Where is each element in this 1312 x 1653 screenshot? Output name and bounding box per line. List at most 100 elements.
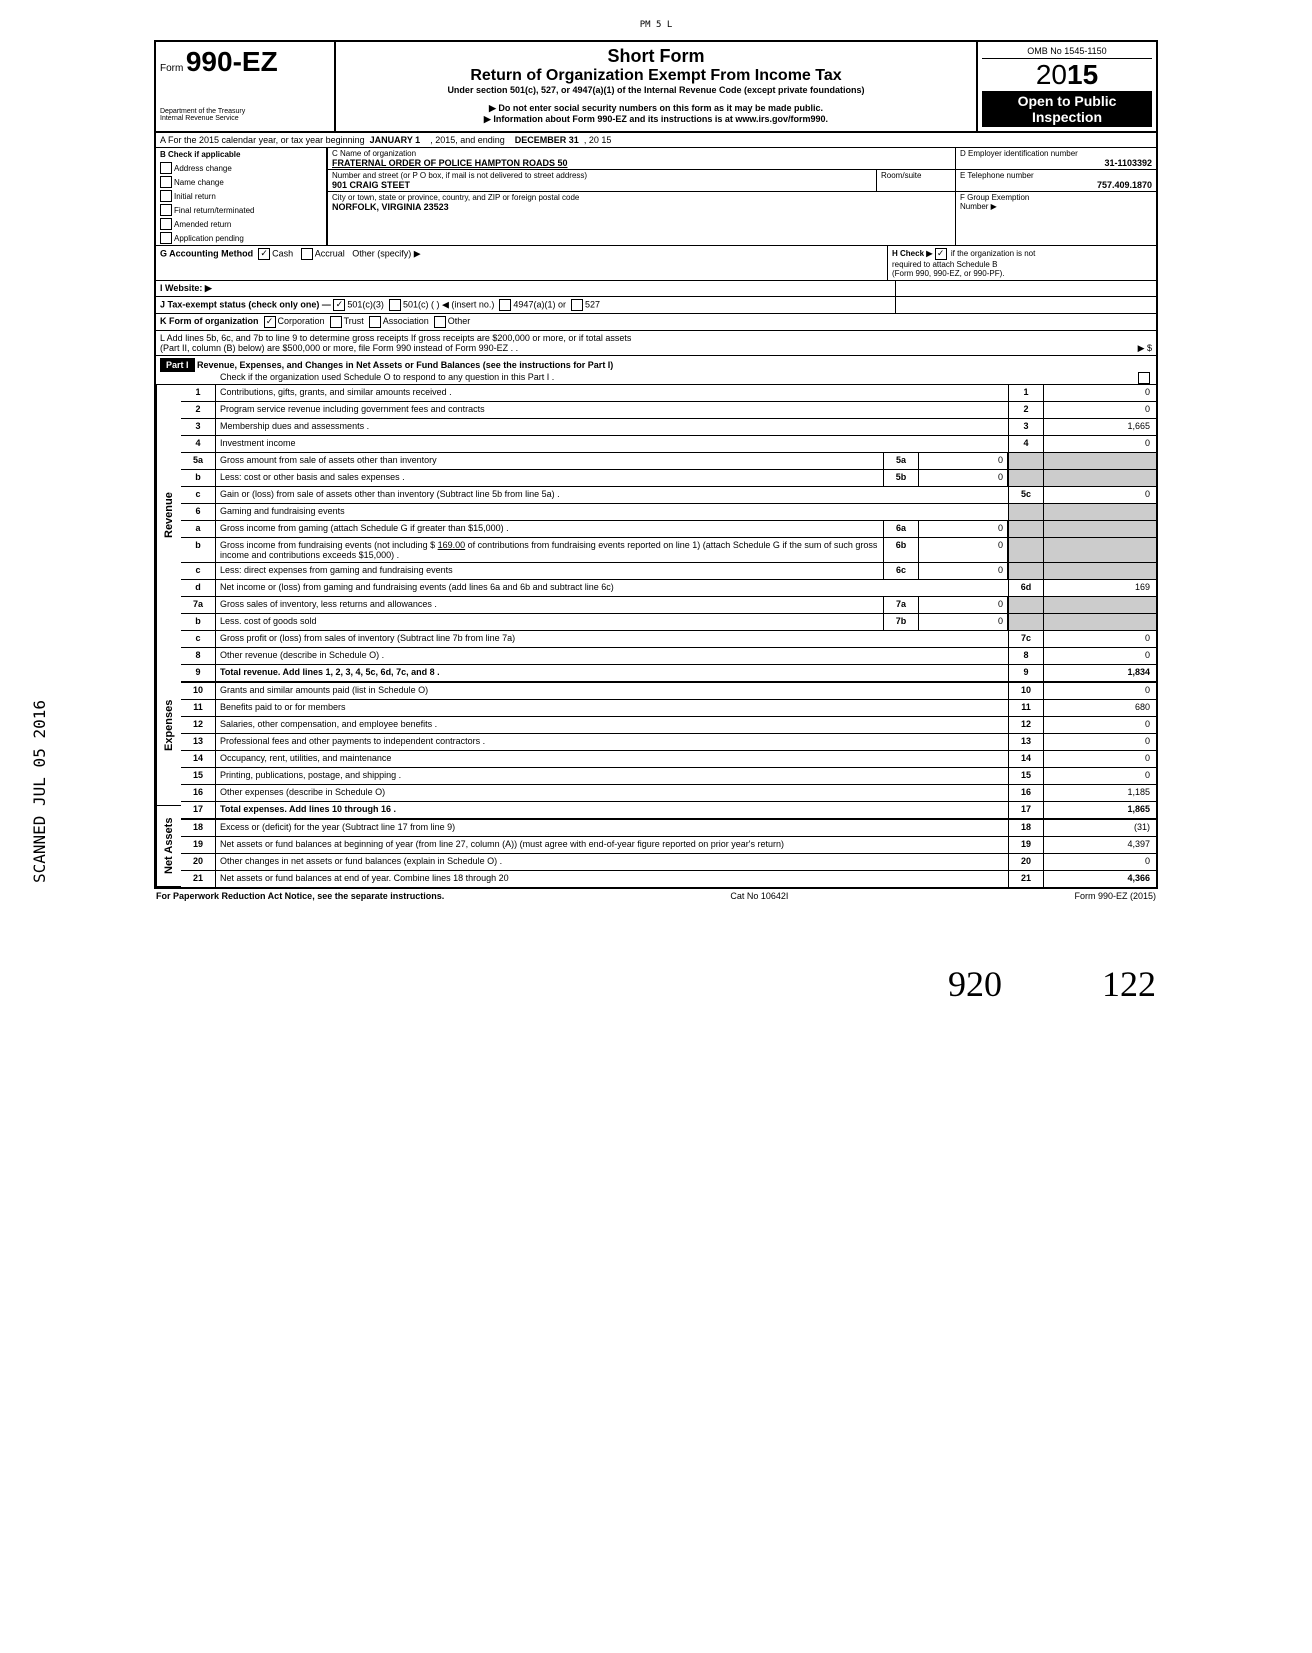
ln-17: 17 [181, 802, 216, 818]
form-990ez: Form 990-EZ Department of the Treasury I… [154, 40, 1158, 889]
ld-20: Other changes in net assets or fund bala… [216, 854, 1008, 870]
checkbox-501c[interactable] [389, 299, 401, 311]
ld-4: Investment income [216, 436, 1008, 452]
city: NORFOLK, VIRGINIA 23523 [332, 202, 951, 212]
ld-6a: Gross income from gaming (attach Schedul… [216, 521, 883, 537]
f-label: F Group Exemption [960, 193, 1152, 202]
ld-10: Grants and similar amounts paid (list in… [216, 683, 1008, 699]
part1-header-row: Part I Revenue, Expenses, and Changes in… [156, 356, 1156, 385]
lv-19: 4,397 [1044, 837, 1156, 853]
c-label: C Name of organization [332, 149, 951, 158]
lv-7c: 0 [1044, 631, 1156, 647]
checkbox-501c3[interactable]: ✓ [333, 299, 345, 311]
checkbox-amended[interactable] [160, 218, 172, 230]
ln-5c: c [181, 487, 216, 503]
lv-3: 1,665 [1044, 419, 1156, 435]
b-item-4: Amended return [174, 220, 231, 229]
g-accrual: Accrual [315, 248, 345, 258]
lb-5c: 5c [1008, 487, 1044, 503]
header-mid: Short Form Return of Organization Exempt… [336, 42, 976, 131]
ln-7c: c [181, 631, 216, 647]
i-label: I Website: ▶ [160, 283, 212, 293]
d-label: D Employer identification number [960, 149, 1152, 158]
g-label: G Accounting Method [160, 248, 253, 258]
bcd-block: B Check if applicable Address change Nam… [156, 148, 1156, 246]
ld-12: Salaries, other compensation, and employ… [216, 717, 1008, 733]
return-title: Return of Organization Exempt From Incom… [340, 67, 972, 85]
street: 901 CRAIG STEET [332, 180, 872, 190]
year-prefix: 20 [1036, 59, 1067, 90]
ld-17: Total expenses. Add lines 10 through 16 … [216, 802, 1008, 818]
checkbox-part1[interactable] [1138, 372, 1150, 384]
sb-6a: 6a [883, 521, 919, 537]
part1-title: Revenue, Expenses, and Changes in Net As… [197, 360, 613, 370]
lb-13: 13 [1008, 734, 1044, 750]
ln-15: 15 [181, 768, 216, 784]
checkbox-pending[interactable] [160, 232, 172, 244]
row-a-begin: JANUARY 1 [370, 135, 421, 145]
lines-wrapper: Revenue Expenses Net Assets 1Contributio… [156, 385, 1156, 887]
lv-10: 0 [1044, 683, 1156, 699]
h-label: H Check ▶ [892, 249, 932, 258]
dept-treasury: Department of the Treasury [160, 108, 330, 115]
header-left: Form 990-EZ Department of the Treasury I… [156, 42, 336, 131]
ld-13: Professional fees and other payments to … [216, 734, 1008, 750]
checkbox-accrual[interactable] [301, 248, 313, 260]
h-text2: required to attach Schedule B [892, 260, 997, 269]
sv-7b: 0 [919, 614, 1008, 630]
footer: For Paperwork Reduction Act Notice, see … [152, 889, 1160, 903]
checkbox-4947[interactable] [499, 299, 511, 311]
checkbox-assoc[interactable] [369, 316, 381, 328]
checkbox-address[interactable] [160, 162, 172, 174]
ld-11: Benefits paid to or for members [216, 700, 1008, 716]
checkbox-cash[interactable]: ✓ [258, 248, 270, 260]
ld-7c: Gross profit or (loss) from sales of inv… [216, 631, 1008, 647]
j-label: J Tax-exempt status (check only one) — [160, 299, 331, 309]
room-label: Room/suite [876, 170, 955, 191]
lb-20: 20 [1008, 854, 1044, 870]
ld-16: Other expenses (describe in Schedule O) [216, 785, 1008, 801]
stamp-scanned: SCANNED JUL 05 2016 [30, 700, 49, 883]
k-other: Other [448, 316, 471, 328]
ld-6c: Less: direct expenses from gaming and fu… [216, 563, 883, 579]
lb-17: 17 [1008, 802, 1044, 818]
row-i: I Website: ▶ [156, 281, 895, 296]
lb-15: 15 [1008, 768, 1044, 784]
lv-4: 0 [1044, 436, 1156, 452]
footer-right: Form 990-EZ (2015) [1074, 891, 1156, 901]
checkbox-trust[interactable] [330, 316, 342, 328]
k-assoc: Association [383, 316, 429, 328]
lb-3: 3 [1008, 419, 1044, 435]
ln-12: 12 [181, 717, 216, 733]
ld-6: Gaming and fundraising events [216, 504, 1008, 520]
checkbox-name[interactable] [160, 176, 172, 188]
f-label2: Number ▶ [960, 202, 1152, 211]
checkbox-final[interactable] [160, 204, 172, 216]
checkbox-other[interactable] [434, 316, 446, 328]
lb-2: 2 [1008, 402, 1044, 418]
lv-20: 0 [1044, 854, 1156, 870]
checkbox-corp[interactable]: ✓ [264, 316, 276, 328]
k-corp: Corporation [278, 316, 325, 328]
handwritten-right: 122 [1102, 963, 1156, 1005]
sb-5a: 5a [883, 453, 919, 469]
city-label: City or town, state or province, country… [332, 193, 951, 202]
sv-5a: 0 [919, 453, 1008, 469]
ld-6d: Net income or (loss) from gaming and fun… [216, 580, 1008, 596]
short-form-title: Short Form [340, 46, 972, 67]
note-info: ▶ Information about Form 990-EZ and its … [340, 114, 972, 125]
ln-11: 11 [181, 700, 216, 716]
checkbox-h[interactable]: ✓ [935, 248, 947, 260]
checkbox-initial[interactable] [160, 190, 172, 202]
lb-11: 11 [1008, 700, 1044, 716]
checkbox-527[interactable] [571, 299, 583, 311]
sv-6b: 0 [919, 538, 1008, 562]
j-opt3: 4947(a)(1) or [513, 299, 566, 309]
ln-13: 13 [181, 734, 216, 750]
section-b: B Check if applicable Address change Nam… [156, 148, 328, 245]
under-section: Under section 501(c), 527, or 4947(a)(1)… [340, 85, 972, 95]
b-item-5: Application pending [174, 234, 244, 243]
ln-1: 1 [181, 385, 216, 401]
ln-6: 6 [181, 504, 216, 520]
ld-14: Occupancy, rent, utilities, and maintena… [216, 751, 1008, 767]
